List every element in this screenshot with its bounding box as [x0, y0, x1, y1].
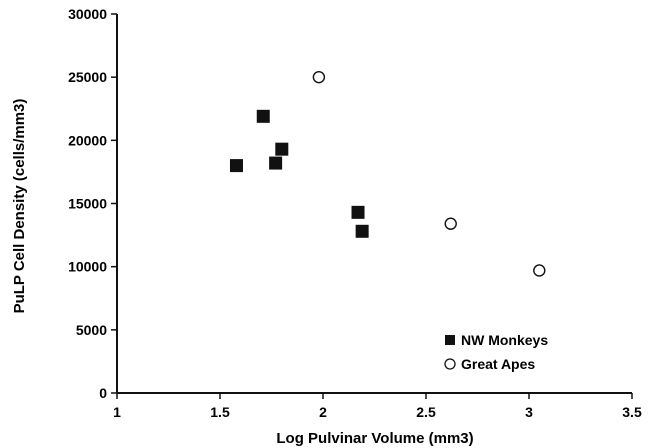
legend-label-great-apes: Great Apes: [461, 356, 535, 372]
point-great-apes: [312, 70, 326, 84]
legend-label-nw-monkeys: NW Monkeys: [461, 332, 548, 348]
x-tick-label: 3.5: [622, 404, 642, 420]
y-tick-label: 25000: [68, 69, 107, 85]
point-nw-monkeys: [351, 205, 365, 219]
y-axis-ticks: 0 5000 10000 15000 20000 25000 30000: [68, 6, 117, 401]
legend-marker-great-apes: [444, 358, 456, 370]
y-tick-label: 10000: [68, 259, 107, 275]
axes: [116, 14, 632, 394]
point-great-apes: [533, 264, 546, 277]
legend: NW Monkeys Great Apes: [444, 332, 548, 372]
y-tick-label: 15000: [68, 196, 107, 212]
point-nw-monkeys: [256, 109, 270, 123]
point-nw-monkeys: [275, 142, 289, 156]
y-tick-label: 30000: [68, 6, 107, 22]
y-tick-label: 5000: [76, 322, 107, 338]
x-tick-label: 1.5: [210, 404, 230, 420]
x-axis-ticks: 1 1.5 2 2.5 3 3.5: [113, 393, 642, 420]
x-tick-label: 1: [113, 404, 121, 420]
point-great-apes: [444, 217, 457, 230]
x-tick-label: 2: [319, 404, 327, 420]
x-tick-label: 3: [525, 404, 533, 420]
y-tick-label: 0: [99, 385, 107, 401]
x-axis-label: Log Pulvinar Volume (mm3): [276, 430, 473, 447]
x-tick-label: 2.5: [416, 404, 436, 420]
y-tick-label: 20000: [68, 132, 107, 148]
data-points: [229, 70, 546, 277]
point-nw-monkeys: [269, 156, 283, 170]
point-nw-monkeys: [229, 159, 243, 173]
point-nw-monkeys: [355, 224, 369, 238]
y-axis-label: PuLP Cell Density (cells/mm3): [11, 99, 28, 314]
legend-marker-nw-monkeys: [445, 335, 455, 345]
